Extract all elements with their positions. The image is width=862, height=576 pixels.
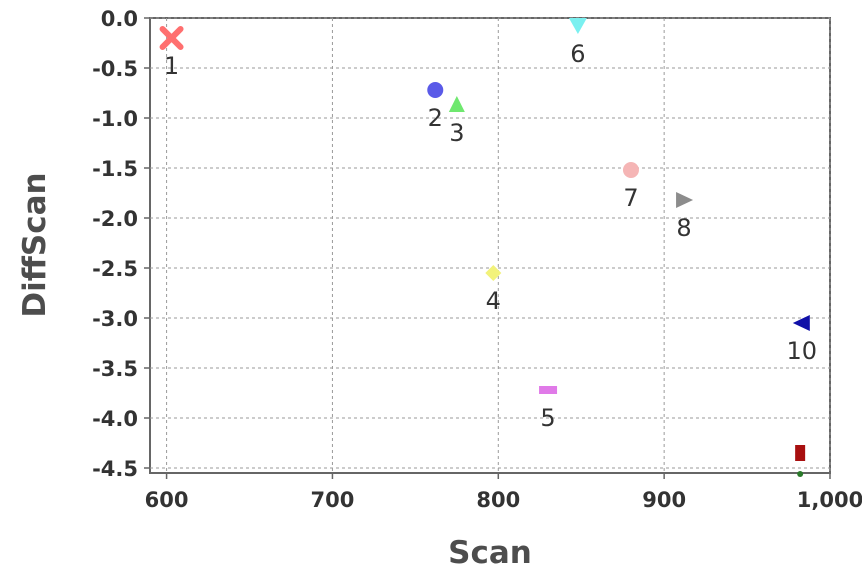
- diamond-marker: [485, 265, 502, 281]
- x-tick-label: 900: [642, 488, 686, 512]
- point-label: 8: [676, 214, 691, 242]
- x-axis-label: Scan: [448, 535, 532, 571]
- x-marker: [159, 26, 184, 50]
- y-tick-label: -0.5: [92, 57, 138, 81]
- y-tick-label: -1.0: [92, 107, 138, 131]
- point-label: 5: [540, 404, 555, 432]
- x-tick-label: 1,000: [797, 488, 862, 512]
- y-tick-label: -1.5: [92, 157, 138, 181]
- triangle-up-marker: [448, 96, 465, 112]
- plot-area: [149, 17, 831, 474]
- point-label: 6: [570, 40, 585, 68]
- triangle-down-marker: [568, 18, 587, 34]
- triangle-right-marker: [676, 192, 694, 208]
- y-tick-label: -4.5: [92, 457, 138, 481]
- rect-marker: [795, 445, 806, 461]
- point-label: 2: [428, 104, 443, 132]
- y-tick-label: -2.0: [92, 207, 138, 231]
- x-marker-stroke: [159, 26, 184, 50]
- y-tick-label: -3.0: [92, 307, 138, 331]
- point-label: 1: [164, 52, 179, 80]
- y-tick-label: -4.0: [92, 407, 138, 431]
- clipped-point-marker: [797, 471, 804, 477]
- y-tick-label: 0.0: [101, 7, 138, 31]
- triangle-left-marker: [792, 315, 810, 331]
- circle-marker: [622, 162, 639, 178]
- circle-marker: [427, 82, 444, 98]
- y-axis-label: DiffScan: [17, 172, 53, 317]
- x-tick-label: 800: [476, 488, 520, 512]
- grid-layer: [150, 17, 831, 473]
- x-tick-label: 700: [311, 488, 355, 512]
- x-tick-label: 600: [145, 488, 189, 512]
- y-tick-label: -3.5: [92, 357, 138, 381]
- tick-layer: 600 700 800 900 1,000 0.0 -0.5 -1.0 -1.5 -2.0 -2.5…: [92, 7, 862, 512]
- y-tick-label: -2.5: [92, 257, 138, 281]
- point-label: 7: [623, 184, 638, 212]
- point-label: 3: [449, 119, 464, 147]
- rect-marker: [539, 386, 558, 394]
- point-label: 10: [787, 337, 818, 365]
- point-label: 4: [486, 287, 501, 315]
